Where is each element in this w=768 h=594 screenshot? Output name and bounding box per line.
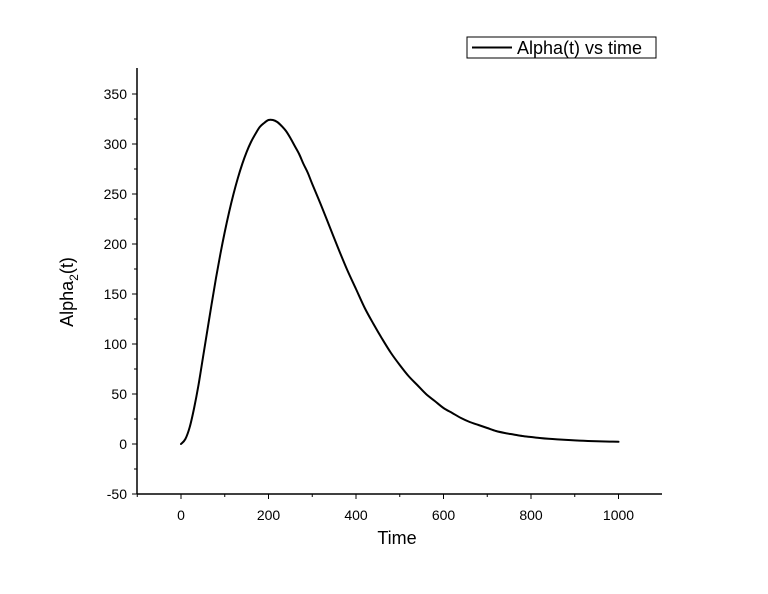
x-tick-label: 1000 [603, 507, 634, 523]
y-tick-label: 50 [111, 386, 127, 402]
y-tick-label: 0 [119, 436, 127, 452]
y-tick-label: 300 [104, 136, 128, 152]
x-tick-label: 600 [432, 507, 456, 523]
y-axis: -50 0 50 100 150 200 250 300 350 [104, 68, 138, 502]
y-tick-label: 100 [104, 336, 128, 352]
series-line [180, 118, 620, 445]
x-axis-title: Time [377, 528, 416, 548]
series-layer [180, 118, 620, 445]
legend-box [466, 36, 657, 59]
legend: Alpha(t) vs time [466, 36, 657, 59]
y-tick-label: 200 [104, 236, 128, 252]
x-tick-label: 200 [257, 507, 281, 523]
x-axis: 0 200 400 600 800 1000 [136, 493, 662, 523]
y-tick-label: 250 [104, 186, 128, 202]
y-tick-label: 350 [104, 86, 128, 102]
x-tick-label: 800 [519, 507, 543, 523]
y-axis-title-subscript: 2 [67, 274, 81, 281]
y-axis-title-tail: (t) [57, 257, 77, 274]
y-axis-title: Alpha2(t) [57, 257, 81, 327]
y-axis-title-base: Alpha [57, 280, 77, 327]
x-tick-label: 0 [177, 507, 185, 523]
legend-label: Alpha(t) vs time [517, 38, 642, 58]
x-tick-label: 400 [344, 507, 368, 523]
y-tick-label: 150 [104, 286, 128, 302]
y-tick-label: -50 [107, 486, 127, 502]
